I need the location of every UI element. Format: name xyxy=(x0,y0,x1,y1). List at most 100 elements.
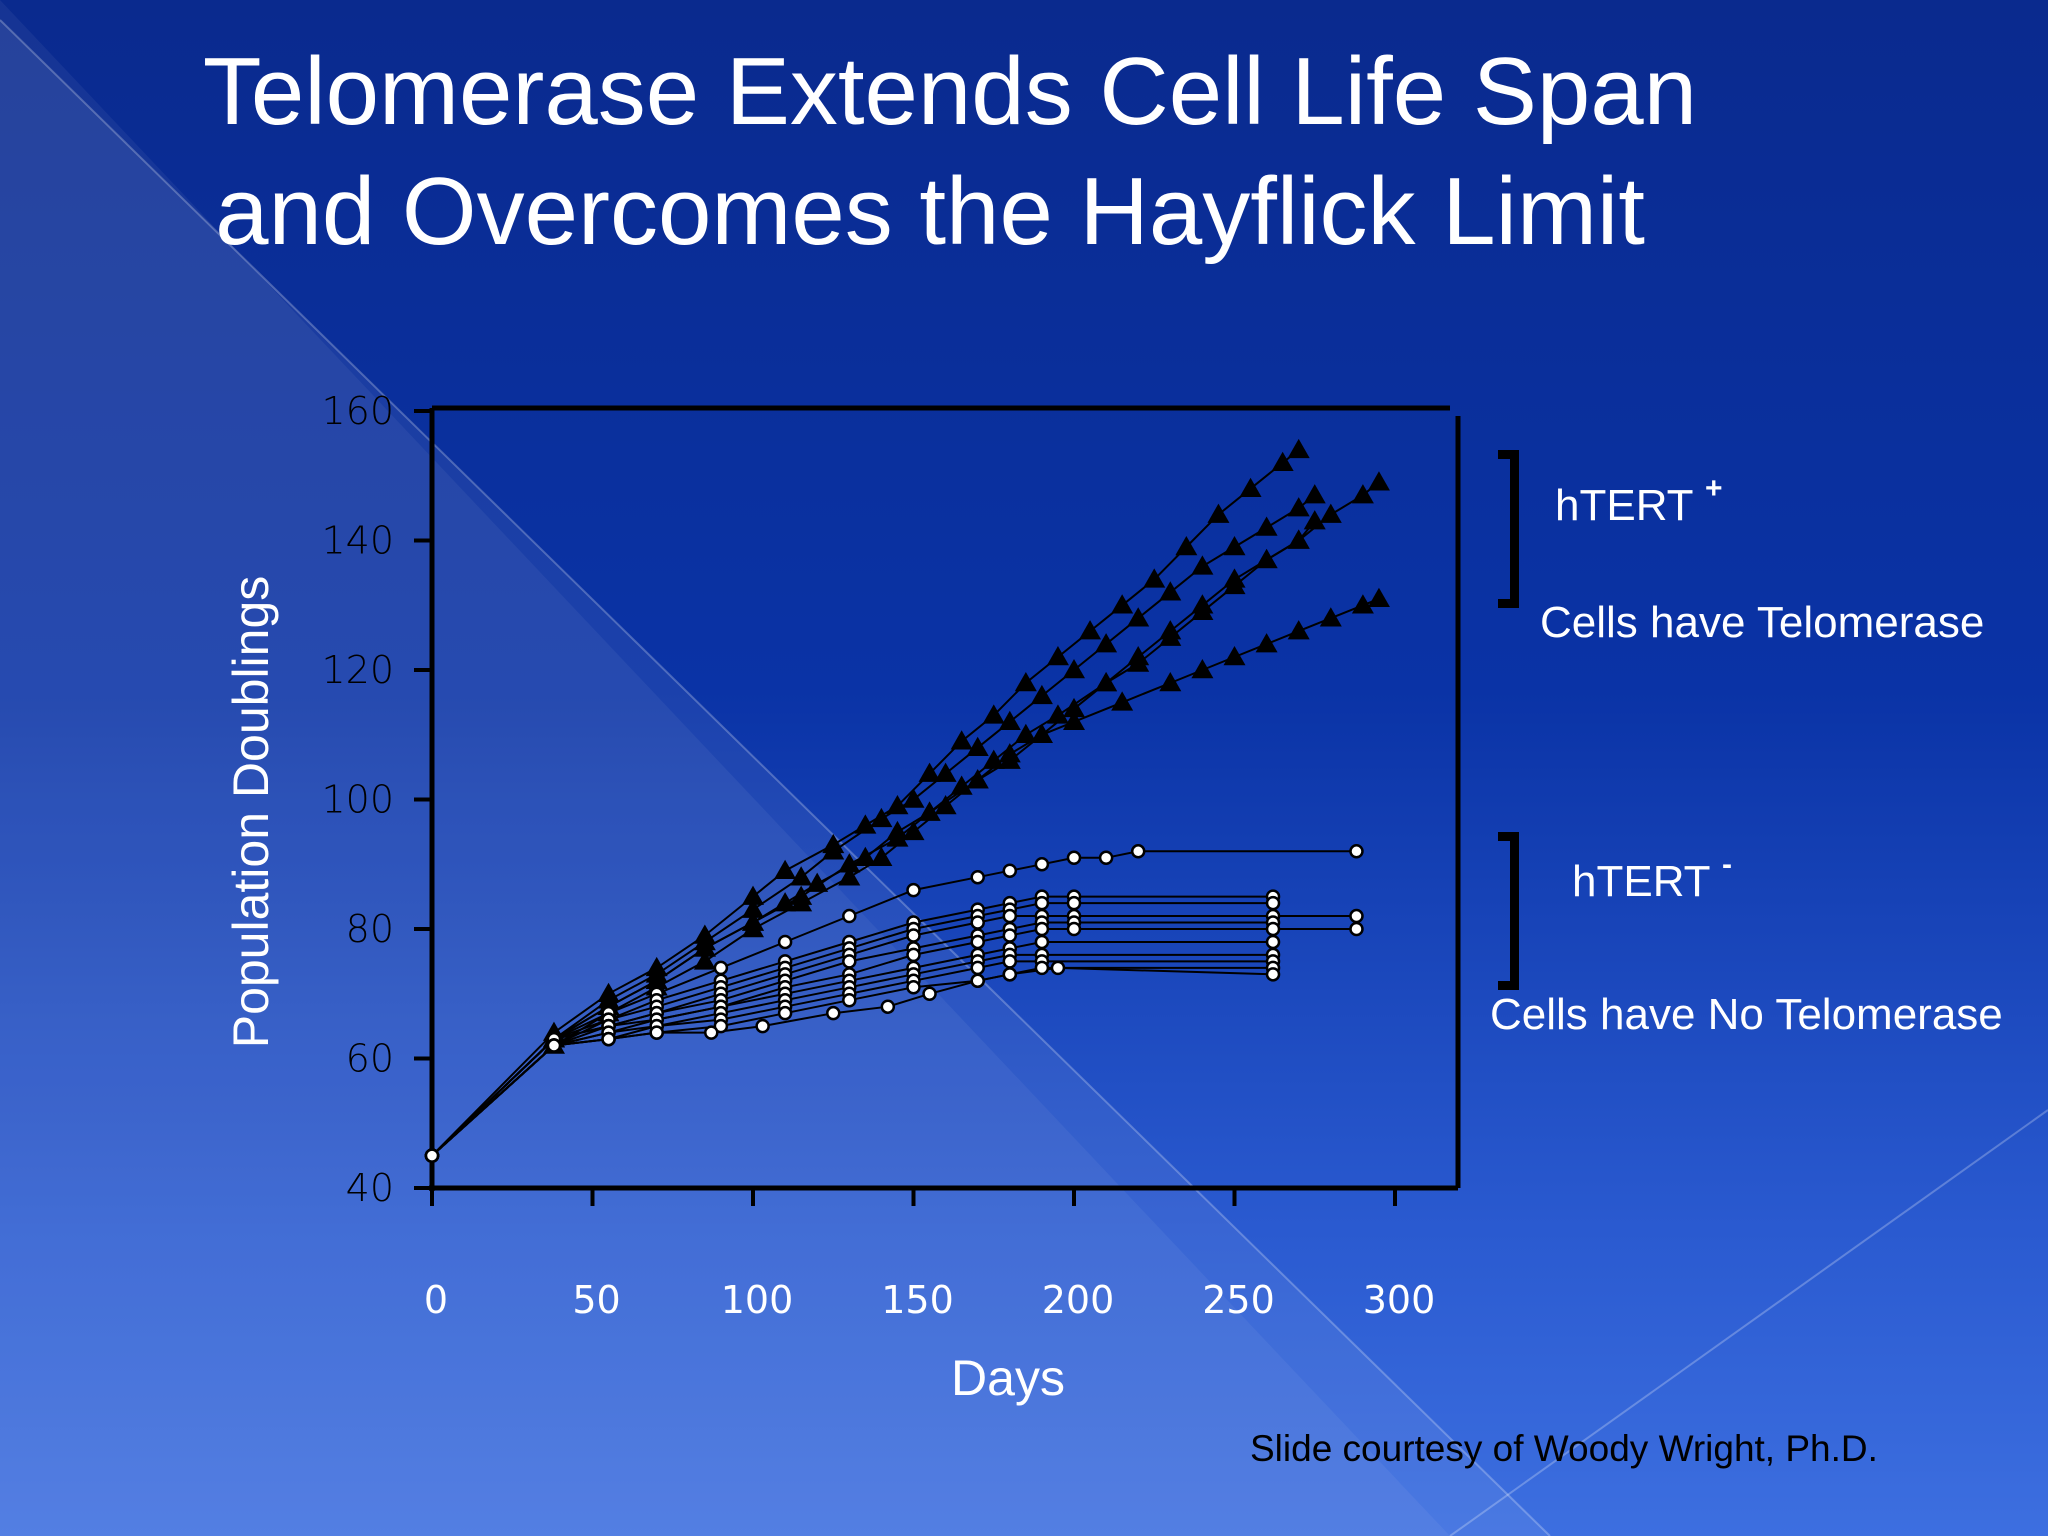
triangle-marker xyxy=(790,892,813,912)
triangle-marker xyxy=(1111,594,1134,614)
triangle-marker xyxy=(1207,503,1230,523)
triangle-marker xyxy=(1351,594,1374,614)
circle-marker xyxy=(906,980,921,995)
htert-plus-superscript: + xyxy=(1705,472,1723,505)
triangle-marker xyxy=(1159,671,1182,692)
triangle-marker xyxy=(1271,451,1294,472)
circle-marker xyxy=(1349,844,1364,859)
triangle-marker xyxy=(1159,581,1182,601)
triangle-marker xyxy=(693,937,716,957)
y-tick-label: 80 xyxy=(346,907,394,951)
triangle-marker xyxy=(790,866,813,886)
circle-marker xyxy=(1050,960,1066,976)
x-tick-label: 300 xyxy=(1363,1278,1436,1322)
triangle-marker xyxy=(918,762,941,782)
triangle-marker xyxy=(886,794,909,815)
triangle-marker xyxy=(693,950,716,970)
triangle-marker xyxy=(1095,671,1118,692)
triangle-marker xyxy=(966,769,989,789)
triangle-marker xyxy=(1046,646,1069,666)
htert-minus-superscript: - xyxy=(1722,848,1732,881)
triangle-marker xyxy=(1367,471,1390,491)
triangle-marker xyxy=(1255,633,1278,653)
circle-marker xyxy=(1098,850,1114,866)
circle-marker xyxy=(1349,921,1364,937)
circle-marker xyxy=(906,882,921,898)
circle-marker xyxy=(1066,895,1082,911)
y-tick-label: 100 xyxy=(321,778,394,822)
triangle-marker xyxy=(742,885,764,905)
circle-marker xyxy=(970,973,985,989)
triangle-marker xyxy=(1191,594,1214,614)
triangle-marker xyxy=(1095,633,1118,653)
htert-plus-description: Cells have Telomerase xyxy=(1540,598,1985,647)
triangle-marker xyxy=(1239,477,1262,497)
y-axis-label: Population Doublings xyxy=(223,576,279,1049)
circle-marker xyxy=(842,992,857,1008)
x-tick-label: 200 xyxy=(1042,1278,1115,1322)
triangle-marker xyxy=(1191,555,1214,575)
triangle-marker xyxy=(982,704,1005,724)
triangle-marker xyxy=(934,794,957,815)
triangle-marker xyxy=(1287,620,1310,640)
circle-marker xyxy=(777,934,793,950)
triangle-marker xyxy=(1063,697,1085,718)
circle-marker xyxy=(922,986,937,1001)
triangle-marker xyxy=(742,898,764,918)
triangle-marker xyxy=(886,820,909,841)
triangle-marker xyxy=(1287,497,1310,517)
triangle-marker xyxy=(1287,438,1310,459)
circle-marker xyxy=(424,1148,440,1163)
triangle-marker xyxy=(998,743,1021,763)
circle-marker xyxy=(777,1005,793,1021)
triangle-marker xyxy=(1030,723,1053,743)
triangle-marker xyxy=(918,801,941,821)
triangle-marker xyxy=(1030,684,1053,705)
triangle-marker xyxy=(822,840,845,860)
y-tick-label: 160 xyxy=(321,389,394,433)
x-axis-label: Days xyxy=(951,1350,1065,1406)
triangle-marker xyxy=(645,969,668,990)
circle-marker xyxy=(546,1038,562,1053)
x-tick-label: 150 xyxy=(881,1278,954,1322)
htert-plus-bracket xyxy=(1498,450,1519,608)
x-tick-label: 100 xyxy=(721,1278,794,1322)
circle-marker xyxy=(880,999,896,1014)
circle-marker xyxy=(1034,921,1050,937)
triangle-marker xyxy=(1255,548,1278,569)
triangle-marker xyxy=(1143,568,1166,588)
triangle-marker xyxy=(982,749,1005,769)
triangle-marker xyxy=(870,846,893,867)
htert-plus-label: hTERT + xyxy=(1555,472,1723,531)
slide-title-line2: and Overcomes the Hayflick Limit xyxy=(215,158,1645,265)
circle-marker xyxy=(906,928,921,943)
circle-marker xyxy=(970,869,985,885)
y-tick-label: 120 xyxy=(321,648,394,692)
x-tick-label: 50 xyxy=(572,1278,620,1322)
x-tick-label: 250 xyxy=(1202,1278,1275,1322)
triangle-marker xyxy=(902,820,925,841)
triangle-marker xyxy=(1223,568,1246,588)
triangle-marker xyxy=(1079,620,1102,640)
triangle-marker xyxy=(854,814,877,834)
circle-marker xyxy=(1265,967,1281,982)
triangle-marker xyxy=(1191,659,1214,679)
triangle-marker xyxy=(1255,516,1278,536)
triangle-marker xyxy=(1159,620,1182,640)
circle-marker xyxy=(842,908,857,924)
htert-plus-text: hTERT xyxy=(1555,481,1693,530)
circle-marker xyxy=(1034,857,1050,872)
triangle-marker xyxy=(998,710,1021,731)
circle-marker xyxy=(1002,967,1018,982)
triangle-marker xyxy=(1063,710,1085,731)
triangle-marker xyxy=(950,775,973,795)
triangle-marker xyxy=(1111,691,1134,711)
triangle-marker xyxy=(934,762,957,782)
circle-marker xyxy=(713,1018,729,1034)
circle-marker xyxy=(649,1025,664,1040)
y-tick-label: 140 xyxy=(321,519,394,563)
y-tick-label: 40 xyxy=(346,1166,394,1210)
circle-marker xyxy=(601,1031,616,1047)
triangle-marker xyxy=(1351,484,1374,504)
circle-marker xyxy=(842,954,857,969)
